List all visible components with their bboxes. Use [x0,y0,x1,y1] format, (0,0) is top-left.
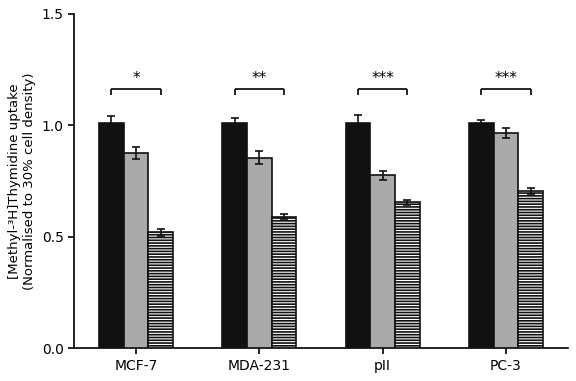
Bar [222,123,247,348]
Text: *: * [132,71,140,86]
Bar [346,123,370,348]
Bar [148,232,173,348]
Text: ***: *** [495,71,517,86]
Text: **: ** [252,71,267,86]
Bar [395,202,420,348]
Bar [272,217,296,348]
Bar [99,123,124,348]
Bar [124,153,148,348]
Bar [370,176,395,348]
Bar [247,158,272,348]
Bar [518,191,543,348]
Bar [469,123,494,348]
Bar [494,133,518,348]
Y-axis label: [Methyl-³H]Thymidine uptake
(Normalised to 30% cell density): [Methyl-³H]Thymidine uptake (Normalised … [8,72,36,290]
Text: ***: *** [371,71,394,86]
